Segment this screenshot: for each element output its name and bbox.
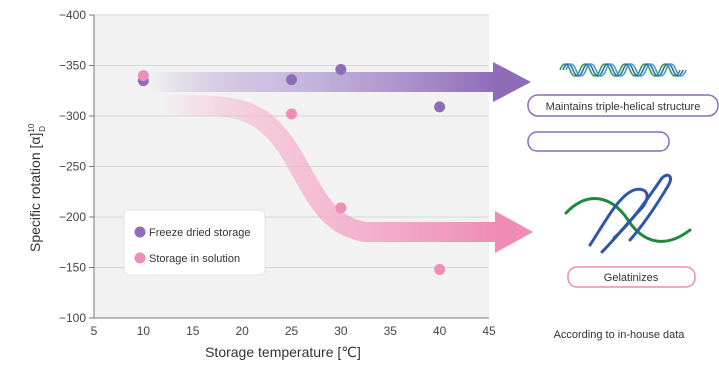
x-tick-label: 45 [482,324,496,338]
y-tick-label: −250 [59,160,86,174]
solution-point [137,70,149,82]
freeze-dried-point [434,101,446,113]
y-axis-label: Specific rotation [α]10 D [27,123,47,252]
legend-marker-solution [134,252,146,264]
solution-point [434,264,446,276]
x-tick-label: 5 [91,324,98,338]
gelatin-strands-icon [564,173,692,254]
y-axis-label-sub: D [38,126,47,132]
legend-label-freeze-dried: Freeze dried storage [149,227,251,239]
x-tick-label: 20 [235,324,249,338]
solution-point [335,202,347,214]
y-tick-label: −200 [59,210,86,224]
triple-helix-label-box [527,94,719,117]
y-axis-label-sup: 10 [27,123,36,132]
x-tick-label: 10 [137,324,151,338]
x-tick-label: 35 [384,324,398,338]
x-tick-label: 40 [433,324,447,338]
empty-label-box [527,131,670,152]
pink-arrow-head [495,211,533,253]
gelatinize-label: Gelatinizes [604,272,659,284]
axis-layer: −100 −150 −200 −250 −300 −350 −400 5 10 15 20 25 30 3… [59,8,496,338]
y-tick-label: −150 [59,261,86,275]
points-layer [137,64,446,276]
y-tick-label: −100 [59,311,86,325]
triple-helix-label: Maintains triple-helical structure [546,101,701,113]
source-note: According to in-house data [554,329,686,341]
x-tick-label: 25 [285,324,299,338]
freeze-dried-point [335,64,347,76]
legend-label-solution: Storage in solution [149,253,240,265]
pink-trend-band [159,94,495,242]
legend-marker-freeze-dried [134,226,146,238]
y-tick-label: −400 [59,8,86,22]
y-tick-label: −350 [59,59,86,73]
y-tick-label: −300 [59,109,86,123]
solution-point [286,108,297,120]
freeze-dried-point [286,74,297,86]
triple-helix-icon [559,63,687,77]
purple-arrow-head [493,62,531,102]
x-tick-label: 15 [186,324,200,338]
y-axis-label-main: Specific rotation [α] [27,133,43,252]
legend-box [123,209,266,276]
x-axis-label: Storage temperature [℃] [205,344,361,360]
purple-trend-band [150,72,495,92]
x-tick-label: 30 [334,324,348,338]
gelatinize-label-box [567,266,696,288]
